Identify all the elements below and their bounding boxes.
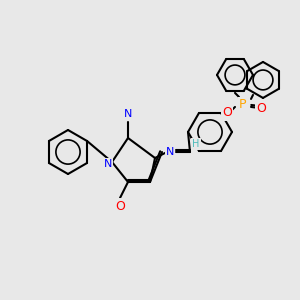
Text: P: P: [239, 98, 247, 111]
Text: N: N: [166, 147, 174, 157]
Text: N: N: [104, 159, 112, 169]
Text: O: O: [256, 102, 266, 116]
Text: O: O: [115, 200, 125, 212]
Text: N: N: [124, 109, 132, 119]
Text: O: O: [222, 106, 232, 119]
Text: H: H: [192, 139, 200, 149]
